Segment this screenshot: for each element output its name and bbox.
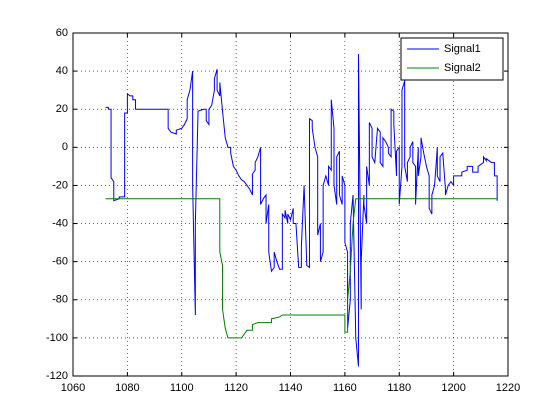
y-tick-label: -100 xyxy=(46,332,68,344)
x-tick-label: 1220 xyxy=(496,382,520,394)
x-tick-label: 1080 xyxy=(115,382,139,394)
x-tick-label: 1180 xyxy=(387,382,411,394)
x-tick-label: 1060 xyxy=(61,382,85,394)
x-tick-label: 1160 xyxy=(333,382,357,394)
legend-label: Signal2 xyxy=(444,62,481,74)
y-tick-label: -120 xyxy=(46,370,68,382)
line-series xyxy=(105,198,498,339)
y-tick-label: -60 xyxy=(52,256,68,268)
y-tick-label: 60 xyxy=(56,27,68,39)
x-tick-label: 1200 xyxy=(441,382,465,394)
x-tick-label: 1120 xyxy=(224,382,248,394)
x-tick-label: 1140 xyxy=(279,382,303,394)
y-tick-label: 20 xyxy=(56,103,68,115)
legend-label: Signal1 xyxy=(444,43,481,55)
axes-box xyxy=(72,32,509,377)
x-tick-label: 1100 xyxy=(170,382,194,394)
y-tick-label: 40 xyxy=(56,65,68,77)
y-tick-label: -40 xyxy=(52,217,68,229)
y-tick-label: -20 xyxy=(52,179,68,191)
legend: Signal1 Signal2 xyxy=(400,37,504,81)
line-series xyxy=(105,53,498,367)
y-tick-label: -80 xyxy=(52,294,68,306)
legend-box xyxy=(400,37,504,81)
plot-area xyxy=(73,33,508,376)
y-tick-label: 0 xyxy=(62,141,68,153)
